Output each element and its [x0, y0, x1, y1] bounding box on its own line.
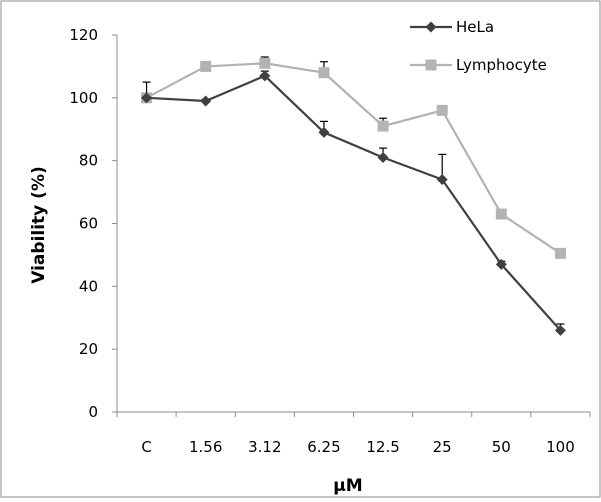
y-axis-ticks: 0 20 40 60 80 100 120	[69, 26, 117, 421]
data-point	[200, 60, 212, 72]
x-tick-label: 100	[546, 438, 575, 456]
x-tick-label: 50	[492, 438, 511, 456]
legend: HeLa Lymphocyte	[410, 18, 547, 74]
series-line	[146, 62, 562, 255]
data-point	[554, 324, 566, 336]
x-tick-label: 6.25	[307, 438, 340, 456]
data-point	[259, 70, 271, 82]
data-point	[318, 67, 330, 79]
data-point	[554, 247, 566, 259]
y-tick-label: 40	[79, 277, 98, 295]
x-tick-label: 25	[433, 438, 452, 456]
data-point	[141, 92, 153, 104]
data-point	[436, 104, 448, 116]
data-point	[377, 152, 389, 164]
y-axis-title: Viability (%)	[29, 166, 49, 284]
y-tick-label: 120	[69, 26, 98, 44]
y-tick-label: 80	[79, 152, 98, 170]
y-tick-label: 20	[79, 340, 98, 358]
data-point	[495, 258, 507, 270]
y-tick-label: 0	[88, 403, 98, 421]
data-point	[436, 174, 448, 186]
x-axis-ticks: C 1.56 3.12 6.25 12.5 25 50 100	[116, 412, 591, 456]
y-tick-label: 100	[69, 89, 98, 107]
legend-marker-hela	[425, 21, 437, 33]
y-tick-label: 60	[79, 215, 98, 233]
legend-label-lymphocyte: Lymphocyte	[456, 56, 547, 74]
data-point	[259, 57, 271, 69]
data-point	[318, 126, 330, 138]
data-point	[377, 120, 389, 132]
x-axis-title: µM	[333, 476, 362, 496]
legend-marker-lymphocyte	[425, 59, 437, 71]
x-tick-label: 1.56	[189, 438, 222, 456]
x-tick-label: 12.5	[366, 438, 399, 456]
series-hela	[141, 70, 566, 336]
data-point	[495, 208, 507, 220]
x-tick-label: 3.12	[248, 438, 281, 456]
x-tick-label: C	[141, 438, 151, 456]
legend-label-hela: HeLa	[456, 18, 494, 36]
series-line	[146, 74, 562, 332]
data-point	[200, 95, 212, 107]
series-layer	[141, 56, 566, 336]
